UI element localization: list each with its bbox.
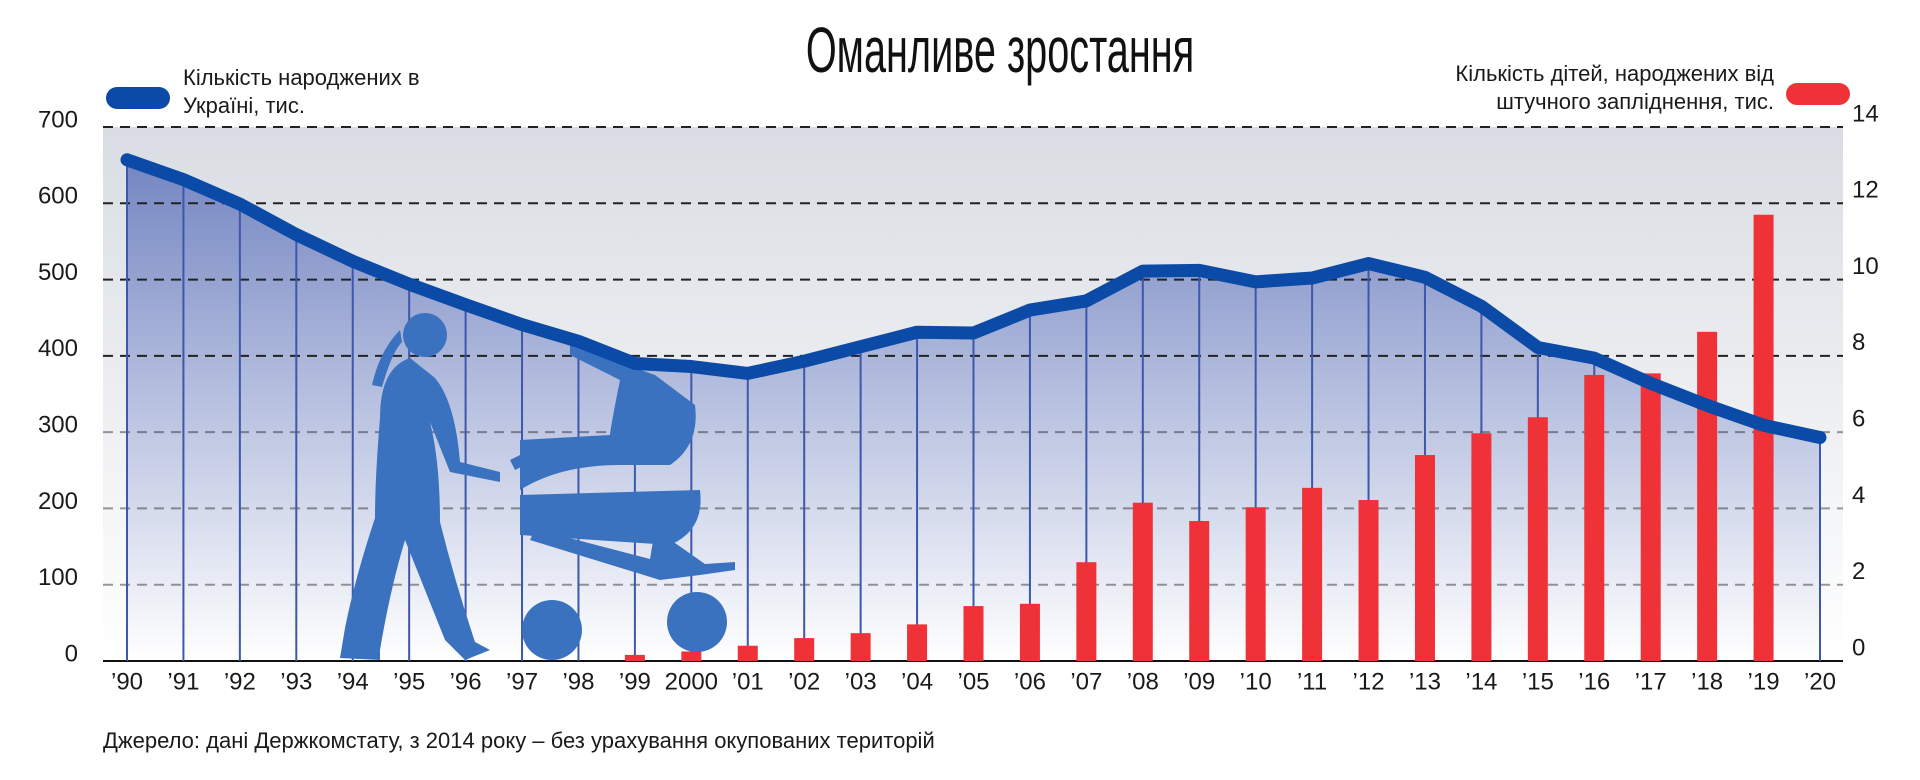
x-tick-label: ’18 [1691, 668, 1723, 695]
y2-tick-label: 10 [1852, 253, 1879, 280]
bar [1527, 417, 1548, 661]
bar [1753, 214, 1774, 661]
silhouette [340, 313, 735, 660]
x-tick-label: 2000 [665, 668, 718, 695]
bar [1019, 603, 1040, 661]
x-tick-label: ’12 [1353, 668, 1385, 695]
x-tick-label: ’07 [1070, 668, 1102, 695]
legend-swatch [106, 87, 170, 109]
x-tick-label: ’17 [1635, 668, 1667, 695]
x-tick-label: ’96 [450, 668, 482, 695]
x-tick-label: ’99 [619, 668, 651, 695]
line [120, 153, 1827, 444]
y2-tick-label: 8 [1852, 329, 1865, 356]
bar [1302, 487, 1323, 661]
x-tick-label: ’19 [1748, 668, 1780, 695]
x-tick-label: ’95 [393, 668, 425, 695]
y-tick-label: 200 [38, 488, 78, 515]
bar [681, 651, 702, 661]
legend-swatch [1786, 83, 1850, 105]
y-tick-label: 700 [38, 106, 78, 133]
y2-tick-label: 12 [1852, 177, 1879, 204]
bar [963, 606, 984, 661]
bar [794, 638, 815, 661]
y-tick-label: 100 [38, 564, 78, 591]
x-tick-label: ’09 [1183, 668, 1215, 695]
y-tick-label: 500 [38, 259, 78, 286]
y2-tick-label: 4 [1852, 482, 1865, 509]
y2-tick-label: 6 [1852, 405, 1865, 432]
x-tick-label: ’03 [845, 668, 877, 695]
bar [1471, 433, 1492, 661]
x-tick-label: ’13 [1409, 668, 1441, 695]
bar [1697, 331, 1718, 661]
bar [737, 645, 758, 661]
y2-tick-label: 0 [1852, 634, 1865, 661]
y-tick-label: 600 [38, 183, 78, 210]
bar [1189, 521, 1210, 661]
y2-tick-label: 14 [1852, 100, 1879, 127]
bar [1358, 500, 1379, 661]
bar [1132, 502, 1153, 661]
x-tick-label: ’90 [111, 668, 143, 695]
x-tick-label: ’02 [788, 668, 820, 695]
bar [1076, 562, 1097, 661]
x-tick-label: ’98 [562, 668, 594, 695]
y-tick-label: 400 [38, 335, 78, 362]
legend-label: Кількість дітей, народжених від штучного… [1455, 61, 1774, 114]
x-tick-label: ’91 [167, 668, 199, 695]
legend-label: Кількість народжених в Україні, тис. [183, 65, 420, 118]
x-tick-label: ’04 [901, 668, 933, 695]
x-tick-label: ’94 [337, 668, 369, 695]
x-tick-label: ’10 [1240, 668, 1272, 695]
x-tick-label: ’05 [957, 668, 989, 695]
bar [1584, 374, 1605, 661]
x-tick-label: ’15 [1522, 668, 1554, 695]
bar [1414, 455, 1435, 661]
y-tick-label: 300 [38, 411, 78, 438]
bar [1640, 373, 1661, 661]
x-tick-label: ’11 [1297, 668, 1327, 695]
x-tick-label: ’06 [1014, 668, 1046, 695]
bar [850, 633, 871, 661]
bar [624, 654, 645, 661]
bar [907, 624, 928, 661]
x-tick-label: ’20 [1804, 668, 1836, 695]
bar [1245, 507, 1266, 661]
x-tick-label: ’08 [1127, 668, 1159, 695]
x-tick-label: ’14 [1465, 668, 1497, 695]
chart-title: Оманливе зростання [806, 15, 1194, 86]
x-tick-label: ’16 [1578, 668, 1610, 695]
x-tick-label: ’97 [506, 668, 538, 695]
x-tick-label: ’01 [732, 668, 764, 695]
x-tick-label: ’93 [280, 668, 312, 695]
source-note: Джерело: дані Держкомстату, з 2014 року … [103, 728, 935, 753]
x-tick-label: ’92 [224, 668, 256, 695]
y-tick-label: 0 [65, 640, 78, 667]
y2-tick-label: 2 [1852, 558, 1865, 585]
